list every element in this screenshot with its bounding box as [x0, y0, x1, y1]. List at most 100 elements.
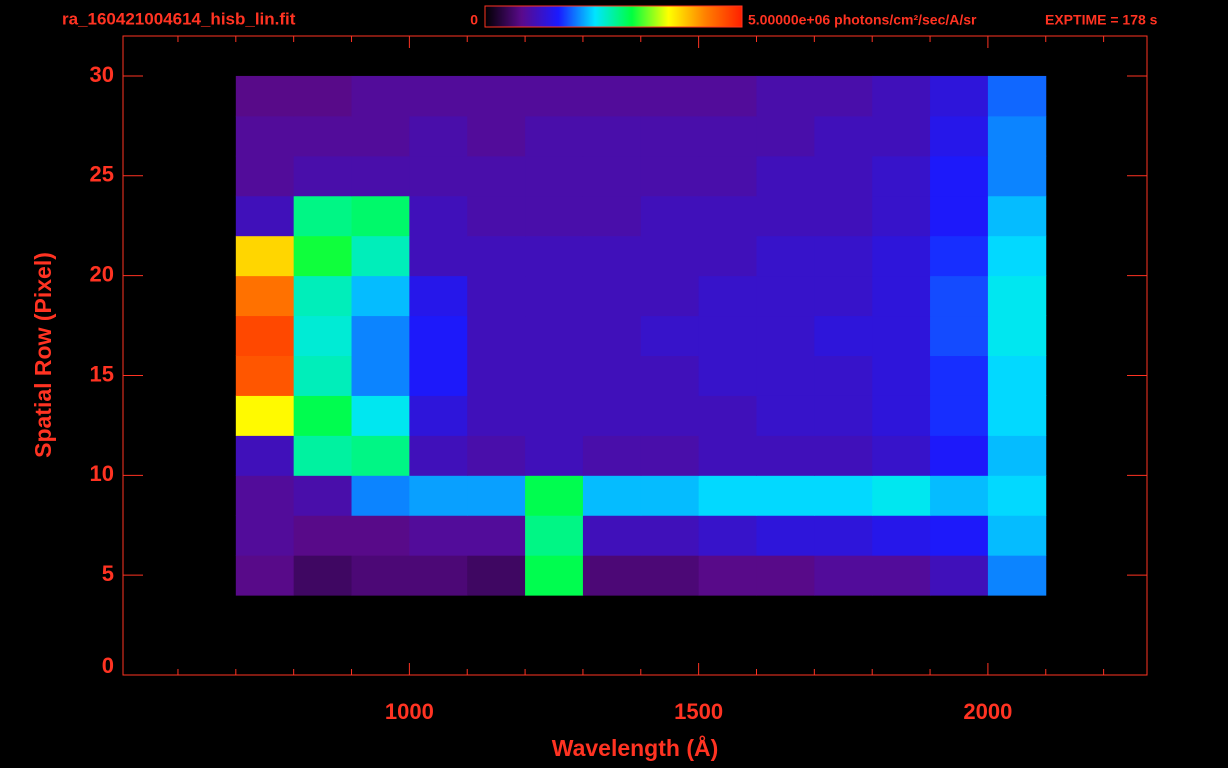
heatmap-cell — [756, 155, 815, 197]
heatmap-cell — [987, 355, 1047, 396]
heatmap-cell — [814, 115, 873, 157]
heatmap-cell — [235, 315, 295, 356]
y-tick-label: 25 — [90, 162, 114, 187]
heatmap-cell — [467, 475, 526, 516]
heatmap-cell — [582, 275, 642, 317]
heatmap-cell — [987, 515, 1047, 556]
y-tick-label: 15 — [90, 361, 114, 386]
heatmap-cell — [756, 475, 815, 516]
heatmap-cell — [235, 475, 295, 516]
heatmap-cell — [930, 475, 989, 516]
heatmap-cell — [930, 555, 989, 596]
heatmap-cell — [293, 75, 353, 117]
heatmap-cell — [351, 115, 410, 157]
heatmap-cell — [235, 155, 295, 197]
heatmap-cell — [756, 275, 815, 317]
heatmap-cell — [756, 395, 815, 436]
heatmap-cell — [467, 355, 526, 396]
heatmap-cell — [756, 555, 815, 596]
heatmap-cell — [698, 115, 757, 157]
exptime: EXPTIME = 178 s — [1045, 12, 1158, 28]
heatmap-cell — [293, 435, 353, 476]
heatmap-cell — [872, 195, 931, 237]
colorbar-unit: photons/cm²/sec/A/sr — [834, 12, 977, 28]
heatmap-cell — [467, 115, 526, 157]
heatmap-cell — [814, 555, 873, 596]
heatmap-cell — [756, 355, 815, 396]
heatmap-cell — [293, 115, 353, 157]
x-tick-label: 1000 — [385, 699, 434, 724]
y-tick-label: 30 — [90, 62, 114, 87]
heatmap-cell — [814, 235, 873, 277]
heatmap-cell — [582, 315, 642, 356]
heatmap-cell — [930, 395, 989, 436]
heatmap-cell — [409, 275, 468, 317]
heatmap-cell — [640, 195, 700, 237]
heatmap-cell — [409, 155, 468, 197]
heatmap-cell — [930, 275, 989, 317]
y-tick-label: 5 — [102, 561, 114, 586]
chart-title: ra_160421004614_hisb_lin.fit — [62, 9, 296, 28]
heatmap-cell — [525, 555, 584, 596]
heatmap-cell — [235, 235, 295, 277]
heatmap-cell — [930, 235, 989, 277]
heatmap-cell — [525, 195, 584, 237]
heatmap-cell — [930, 315, 989, 356]
heatmap-cell — [756, 315, 815, 356]
heatmap-cell — [814, 275, 873, 317]
heatmap-cell — [756, 75, 815, 117]
heatmap-cell — [235, 395, 295, 436]
heatmap-cell — [409, 75, 468, 117]
heatmap-cell — [293, 475, 353, 516]
heatmap-cell — [467, 395, 526, 436]
heatmap-cell — [235, 195, 295, 237]
heatmap-cell — [525, 315, 584, 356]
heatmap-cell — [872, 555, 931, 596]
heatmap-cell — [351, 195, 410, 237]
heatmap-cell — [409, 435, 468, 476]
heatmap-cell — [351, 275, 410, 317]
heatmap-cell — [293, 315, 353, 356]
heatmap-cell — [640, 75, 700, 117]
heatmap-cell — [525, 115, 584, 157]
heatmap-cell — [293, 395, 353, 436]
heatmap-cell — [235, 515, 295, 556]
heatmap-cell — [525, 475, 584, 516]
heatmap-cell — [987, 235, 1047, 277]
heatmap-cell — [582, 355, 642, 396]
heatmap-cell — [930, 435, 989, 476]
heatmap-cell — [467, 235, 526, 277]
heatmap-cell — [814, 355, 873, 396]
heatmap-cell — [467, 195, 526, 237]
heatmap-cell — [640, 435, 700, 476]
heatmap-cell — [872, 115, 931, 157]
heatmap-cell — [756, 235, 815, 277]
heatmap-cell — [872, 475, 931, 516]
heatmap-cell — [698, 275, 757, 317]
heatmap-cell — [293, 195, 353, 237]
heatmap-cell — [756, 435, 815, 476]
heatmap-cell — [930, 195, 989, 237]
heatmap-cell — [814, 75, 873, 117]
heatmap-cell — [235, 75, 295, 117]
heatmap-cell — [409, 235, 468, 277]
colorbar — [484, 5, 743, 28]
heatmap-cell — [293, 235, 353, 277]
heatmap-cell — [698, 155, 757, 197]
heatmap-cell — [698, 195, 757, 237]
heatmap-cell — [409, 315, 468, 356]
heatmap-cell — [582, 155, 642, 197]
heatmap-cell — [467, 75, 526, 117]
y-tick-label: 0 — [102, 653, 114, 678]
heatmap-cell — [814, 515, 873, 556]
heatmap-cell — [409, 355, 468, 396]
heatmap-cell — [235, 115, 295, 157]
heatmap-cell — [987, 555, 1047, 596]
heatmap-cell — [698, 435, 757, 476]
heatmap-cell — [467, 515, 526, 556]
heatmap-cell — [640, 475, 700, 516]
heatmap-cell — [293, 555, 353, 596]
heatmap-cell — [409, 395, 468, 436]
heatmap-cell — [525, 235, 584, 277]
